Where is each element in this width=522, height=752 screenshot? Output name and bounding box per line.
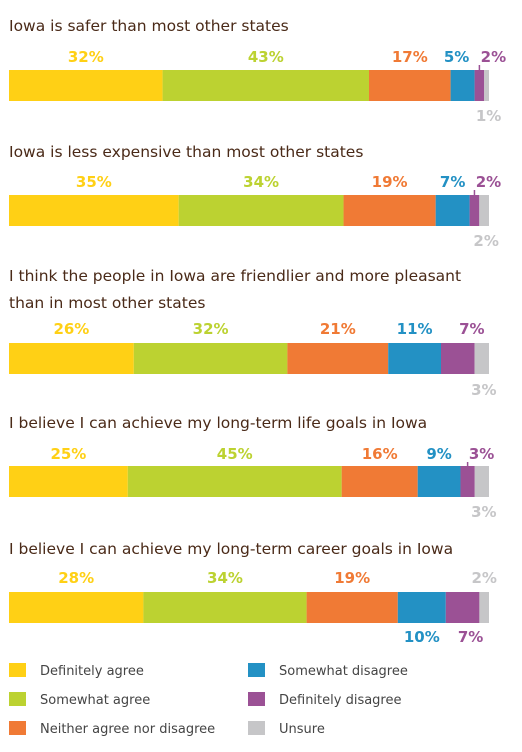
data-label: 3% xyxy=(469,445,494,463)
legend-swatch xyxy=(9,721,26,735)
data-label: 2% xyxy=(473,232,498,250)
question-title: I believe I can achieve my long-term car… xyxy=(9,540,453,558)
bar-segment-unsure xyxy=(474,343,489,374)
question-title: Iowa is safer than most other states xyxy=(9,17,289,35)
bar-segment-somewhat-agree xyxy=(133,343,288,374)
legend-swatch xyxy=(9,663,26,677)
question-group: Iowa is safer than most other states 32% 4… xyxy=(9,17,506,125)
data-label: 45% xyxy=(217,445,253,463)
question-title: than in most other states xyxy=(9,294,205,312)
bar-segment-unsure xyxy=(474,466,489,497)
data-label: 2% xyxy=(471,569,496,587)
bar-segment-definitely-agree xyxy=(9,466,128,497)
legend-label: Somewhat disagree xyxy=(279,664,408,679)
bar-segment-somewhat-agree xyxy=(162,70,369,101)
legend-item: Definitely disagree xyxy=(248,692,402,708)
legend-label: Neither agree nor disagree xyxy=(40,722,215,737)
bar-segment-definitely-disagree xyxy=(445,592,480,623)
data-label: 43% xyxy=(248,48,284,66)
data-label: 3% xyxy=(471,381,496,399)
legend-label: Somewhat agree xyxy=(40,693,150,708)
data-label: 26% xyxy=(53,320,89,338)
bar-segment-somewhat-disagree xyxy=(417,466,461,497)
question-groups: Iowa is safer than most other states 32% 4… xyxy=(9,17,506,646)
legend-swatch xyxy=(248,721,265,735)
bar-segment-neither-agree-nor-disagree xyxy=(306,592,398,623)
bar-segment-definitely-agree xyxy=(9,70,163,101)
bar-segment-unsure xyxy=(479,195,489,226)
data-label: 32% xyxy=(68,48,104,66)
data-label: 34% xyxy=(207,569,243,587)
data-label: 19% xyxy=(334,569,370,587)
data-label: 28% xyxy=(58,569,94,587)
data-label: 2% xyxy=(481,48,506,66)
data-label: 7% xyxy=(458,628,483,646)
data-label: 11% xyxy=(397,320,433,338)
question-title: Iowa is less expensive than most other s… xyxy=(9,143,363,161)
bar-segment-somewhat-disagree xyxy=(435,195,470,226)
question-group: Iowa is less expensive than most other s… xyxy=(9,143,501,250)
legend-label: Definitely disagree xyxy=(279,693,402,708)
legend-item: Somewhat agree xyxy=(9,692,150,708)
bar-segment-neither-agree-nor-disagree xyxy=(287,343,389,374)
data-label: 21% xyxy=(320,320,356,338)
bar-segment-somewhat-disagree xyxy=(397,592,446,623)
bar-segment-definitely-disagree xyxy=(441,343,475,374)
data-label: 19% xyxy=(372,173,408,191)
bar-segment-definitely-disagree xyxy=(474,70,485,101)
legend-swatch xyxy=(248,692,265,706)
bar-segment-definitely-disagree xyxy=(460,466,475,497)
legend-item: Unsure xyxy=(248,721,325,737)
bar-segment-definitely-agree xyxy=(9,343,134,374)
bar-segment-somewhat-disagree xyxy=(388,343,441,374)
question-group: I believe I can achieve my long-term car… xyxy=(9,540,497,646)
data-label: 7% xyxy=(440,173,465,191)
data-label: 7% xyxy=(459,320,484,338)
bar-segment-somewhat-agree xyxy=(143,592,307,623)
bar-segment-somewhat-agree xyxy=(127,466,342,497)
legend-label: Unsure xyxy=(279,722,325,737)
question-group: I think the people in Iowa are friendlie… xyxy=(9,267,497,399)
bar-segment-definitely-disagree xyxy=(469,195,480,226)
bar-segment-unsure xyxy=(484,70,489,101)
data-label: 5% xyxy=(444,48,469,66)
legend-swatch xyxy=(9,692,26,706)
bar-segment-somewhat-disagree xyxy=(450,70,475,101)
data-label: 3% xyxy=(471,503,496,521)
data-label: 2% xyxy=(476,173,501,191)
data-label: 35% xyxy=(76,173,112,191)
data-label: 17% xyxy=(392,48,428,66)
bar-segment-neither-agree-nor-disagree xyxy=(341,466,418,497)
data-label: 34% xyxy=(243,173,279,191)
bar-segment-unsure xyxy=(479,592,489,623)
legend-item: Neither agree nor disagree xyxy=(9,721,215,737)
bar-segment-neither-agree-nor-disagree xyxy=(343,195,436,226)
bar-segment-neither-agree-nor-disagree xyxy=(369,70,451,101)
legend-item: Definitely agree xyxy=(9,663,144,679)
legend-item: Somewhat disagree xyxy=(248,663,408,679)
question-title: I believe I can achieve my long-term lif… xyxy=(9,414,427,432)
data-label: 10% xyxy=(404,628,440,646)
bar-segment-somewhat-agree xyxy=(178,195,344,226)
data-label: 32% xyxy=(193,320,229,338)
legend: Definitely agree Somewhat agree Neither ag… xyxy=(9,663,408,737)
bar-segment-definitely-agree xyxy=(9,195,179,226)
data-label: 1% xyxy=(476,107,501,125)
data-label: 9% xyxy=(426,445,451,463)
question-group: I believe I can achieve my long-term lif… xyxy=(9,414,497,521)
question-title: I think the people in Iowa are friendlie… xyxy=(9,267,461,285)
legend-swatch xyxy=(248,663,265,677)
data-label: 16% xyxy=(362,445,398,463)
legend-label: Definitely agree xyxy=(40,664,144,679)
bar-segment-definitely-agree xyxy=(9,592,144,623)
data-label: 25% xyxy=(50,445,86,463)
